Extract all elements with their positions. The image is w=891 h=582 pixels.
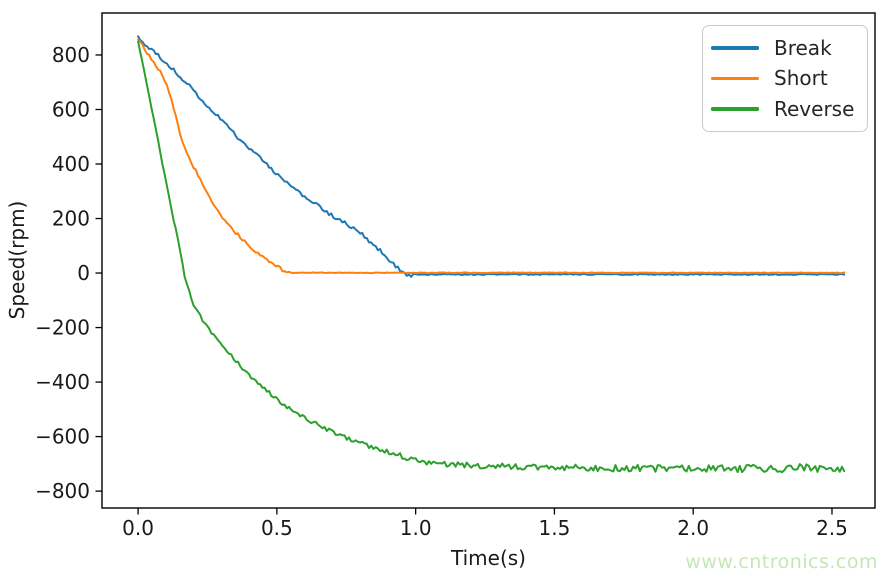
legend: Break Short Reverse bbox=[702, 25, 868, 132]
legend-label-reverse: Reverse bbox=[774, 96, 855, 121]
series-line-reverse bbox=[137, 40, 846, 474]
series-line-short bbox=[137, 38, 846, 275]
series-line-break bbox=[137, 35, 846, 278]
x-axis-label: Time(s) bbox=[451, 546, 526, 570]
legend-line-reverse-icon bbox=[711, 107, 759, 111]
watermark: www.cntronics.com bbox=[685, 551, 878, 573]
legend-line-break-icon bbox=[711, 46, 759, 50]
legend-item-break: Break bbox=[711, 38, 859, 58]
x-tick-label: 1.0 bbox=[400, 516, 432, 540]
y-tick-label: −400 bbox=[35, 370, 90, 394]
x-tick-label: 0.5 bbox=[261, 516, 293, 540]
legend-item-reverse: Reverse bbox=[711, 99, 859, 119]
plot-border bbox=[101, 12, 876, 509]
legend-label-break: Break bbox=[774, 36, 832, 61]
y-tick-label: 200 bbox=[52, 207, 90, 231]
x-tick-label: 2.0 bbox=[677, 516, 709, 540]
y-axis-label: Speed(rpm) bbox=[5, 200, 29, 320]
y-tick-label: 800 bbox=[52, 43, 90, 67]
x-tick-label: 1.5 bbox=[539, 516, 571, 540]
x-tick-label: 2.5 bbox=[816, 516, 848, 540]
x-tick-label: 0.0 bbox=[122, 516, 154, 540]
legend-line-short-icon bbox=[711, 76, 759, 81]
y-tick-label: 400 bbox=[52, 152, 90, 176]
y-tick-label: −200 bbox=[35, 316, 90, 340]
y-tick-label: 600 bbox=[52, 97, 90, 121]
legend-label-short: Short bbox=[774, 66, 828, 91]
y-tick-label: 0 bbox=[77, 261, 90, 285]
y-tick-label: −600 bbox=[35, 425, 90, 449]
legend-item-short: Short bbox=[711, 68, 859, 88]
y-tick-label: −800 bbox=[35, 479, 90, 503]
